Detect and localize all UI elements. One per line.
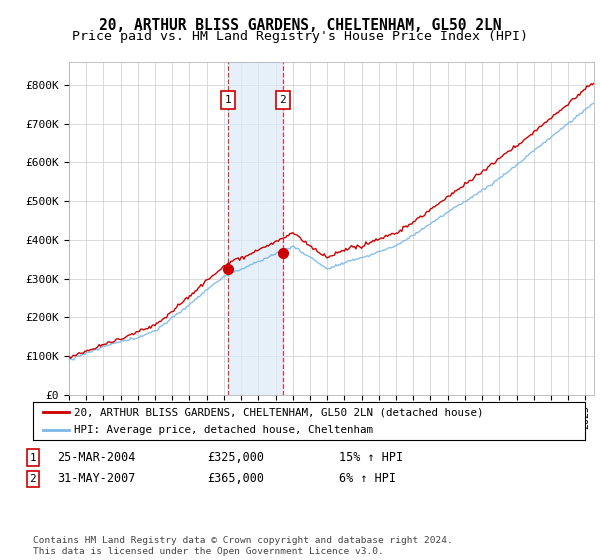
Text: Price paid vs. HM Land Registry's House Price Index (HPI): Price paid vs. HM Land Registry's House …: [72, 30, 528, 43]
Text: £365,000: £365,000: [207, 472, 264, 486]
Text: £325,000: £325,000: [207, 451, 264, 464]
Text: 1: 1: [224, 95, 231, 105]
Text: Contains HM Land Registry data © Crown copyright and database right 2024.
This d: Contains HM Land Registry data © Crown c…: [33, 536, 453, 556]
Text: 15% ↑ HPI: 15% ↑ HPI: [339, 451, 403, 464]
Text: 2: 2: [280, 95, 286, 105]
Text: 25-MAR-2004: 25-MAR-2004: [57, 451, 136, 464]
Text: 31-MAY-2007: 31-MAY-2007: [57, 472, 136, 486]
Text: HPI: Average price, detached house, Cheltenham: HPI: Average price, detached house, Chel…: [74, 425, 373, 435]
Text: 20, ARTHUR BLISS GARDENS, CHELTENHAM, GL50 2LN: 20, ARTHUR BLISS GARDENS, CHELTENHAM, GL…: [99, 18, 501, 33]
Text: 1: 1: [29, 452, 37, 463]
Bar: [228, 62, 283, 395]
Text: 2: 2: [29, 474, 37, 484]
Text: 6% ↑ HPI: 6% ↑ HPI: [339, 472, 396, 486]
Text: 20, ARTHUR BLISS GARDENS, CHELTENHAM, GL50 2LN (detached house): 20, ARTHUR BLISS GARDENS, CHELTENHAM, GL…: [74, 407, 484, 417]
